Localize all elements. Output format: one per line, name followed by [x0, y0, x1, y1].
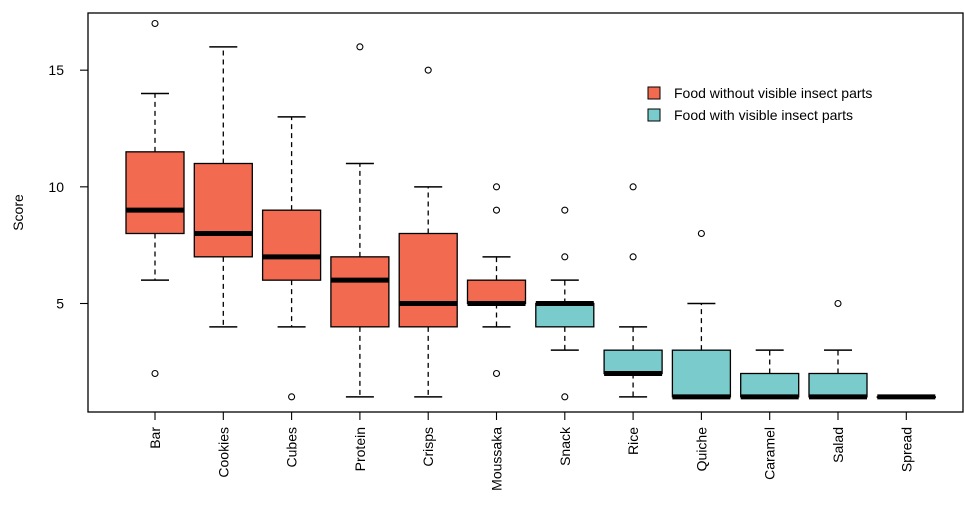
box-cubes: [261, 116, 322, 401]
box-body: [535, 302, 595, 328]
axes: Bar Cookies Cubes Protein Crisps Moussaka Snac…: [10, 12, 964, 491]
plot-area: [125, 19, 936, 401]
outlier-point: [561, 393, 569, 401]
outlier-point: [561, 206, 569, 214]
box-bar: [125, 19, 185, 378]
plot-frame: [87, 12, 964, 413]
box-quiche: [671, 229, 732, 400]
legend-swatch: [647, 108, 661, 122]
box-body: [125, 151, 185, 235]
outlier-point: [697, 229, 705, 238]
x-tick-label: Bar: [147, 427, 163, 449]
outlier-point: [834, 299, 842, 308]
outlier-point: [629, 183, 637, 191]
box-body: [398, 232, 458, 328]
x-tick-label: Spread: [898, 427, 914, 472]
outlier-point: [629, 253, 637, 261]
y-axis-label: Score: [10, 194, 26, 231]
box-body: [261, 209, 322, 281]
legend-label: Food without visible insect parts: [674, 85, 872, 101]
outlier-point: [561, 253, 569, 261]
x-tick-label: Caramel: [762, 427, 778, 480]
box-body: [671, 349, 732, 398]
box-salad: [808, 299, 868, 400]
outlier-point: [356, 43, 364, 51]
box-snack: [535, 206, 595, 401]
outlier-point: [424, 66, 432, 74]
outlier-point: [492, 206, 501, 214]
x-tick-label: Moussaka: [489, 427, 505, 491]
x-tick-label: Cookies: [215, 427, 231, 478]
x-tick-label: Rice: [625, 427, 641, 455]
x-tick-label: Protein: [352, 427, 368, 471]
x-tick-label: Salad: [830, 427, 846, 463]
box-rice: [603, 183, 663, 398]
legend: Food without visible insect parts Food wi…: [647, 85, 872, 123]
box-body: [740, 372, 800, 398]
x-tick-label: Quiche: [693, 427, 709, 472]
box-moussaka: [466, 183, 527, 378]
legend-item-without: Food without visible insect parts: [647, 85, 872, 101]
y-tick-label: 5: [56, 296, 64, 312]
legend-label: Food with visible insect parts: [674, 107, 853, 123]
outlier-point: [492, 369, 501, 378]
box-protein: [330, 43, 390, 398]
x-tick-label: Crisps: [420, 427, 436, 467]
box-spread: [876, 394, 936, 400]
box-body: [330, 256, 390, 328]
y-tick-label: 10: [48, 179, 64, 195]
box-caramel: [740, 349, 800, 400]
box-body: [466, 279, 527, 305]
box-cookies: [193, 46, 253, 328]
legend-item-with: Food with visible insect parts: [647, 107, 853, 123]
y-tick-label: 15: [48, 62, 64, 78]
outlier-point: [151, 19, 159, 28]
outlier-point: [492, 183, 501, 191]
outlier-point: [288, 393, 296, 401]
box-crisps: [398, 66, 458, 398]
box-body: [808, 372, 868, 398]
outlier-point: [151, 369, 159, 378]
x-tick-label: Cubes: [284, 427, 300, 467]
legend-swatch: [647, 86, 661, 100]
box-body: [603, 349, 663, 375]
x-tick-label: Snack: [557, 426, 573, 466]
box-body: [193, 162, 253, 258]
